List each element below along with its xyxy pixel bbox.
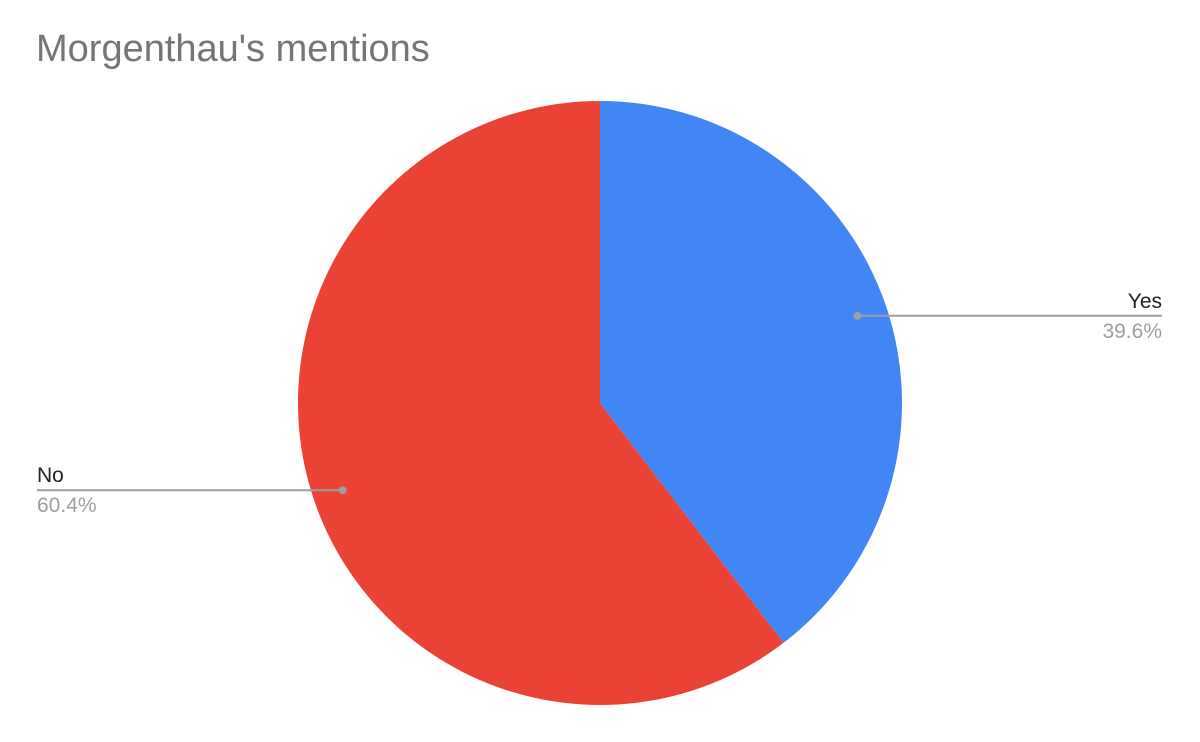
slice-label-yes: Yes	[1128, 290, 1162, 313]
slice-percent-no: 60.4%	[37, 494, 97, 517]
chart-title: Morgenthau's mentions	[36, 28, 430, 70]
pie-slice-yes	[600, 101, 902, 643]
pie-labels: Yes 39.6% No 60.4%	[37, 290, 1162, 517]
pie-slice-no	[298, 101, 784, 706]
leader-dot-no	[338, 486, 347, 495]
slice-percent-yes: 39.6%	[1102, 320, 1162, 343]
slice-label-no: No	[37, 464, 64, 487]
leader-dot-yes	[853, 311, 862, 320]
pie-slices	[298, 101, 902, 706]
